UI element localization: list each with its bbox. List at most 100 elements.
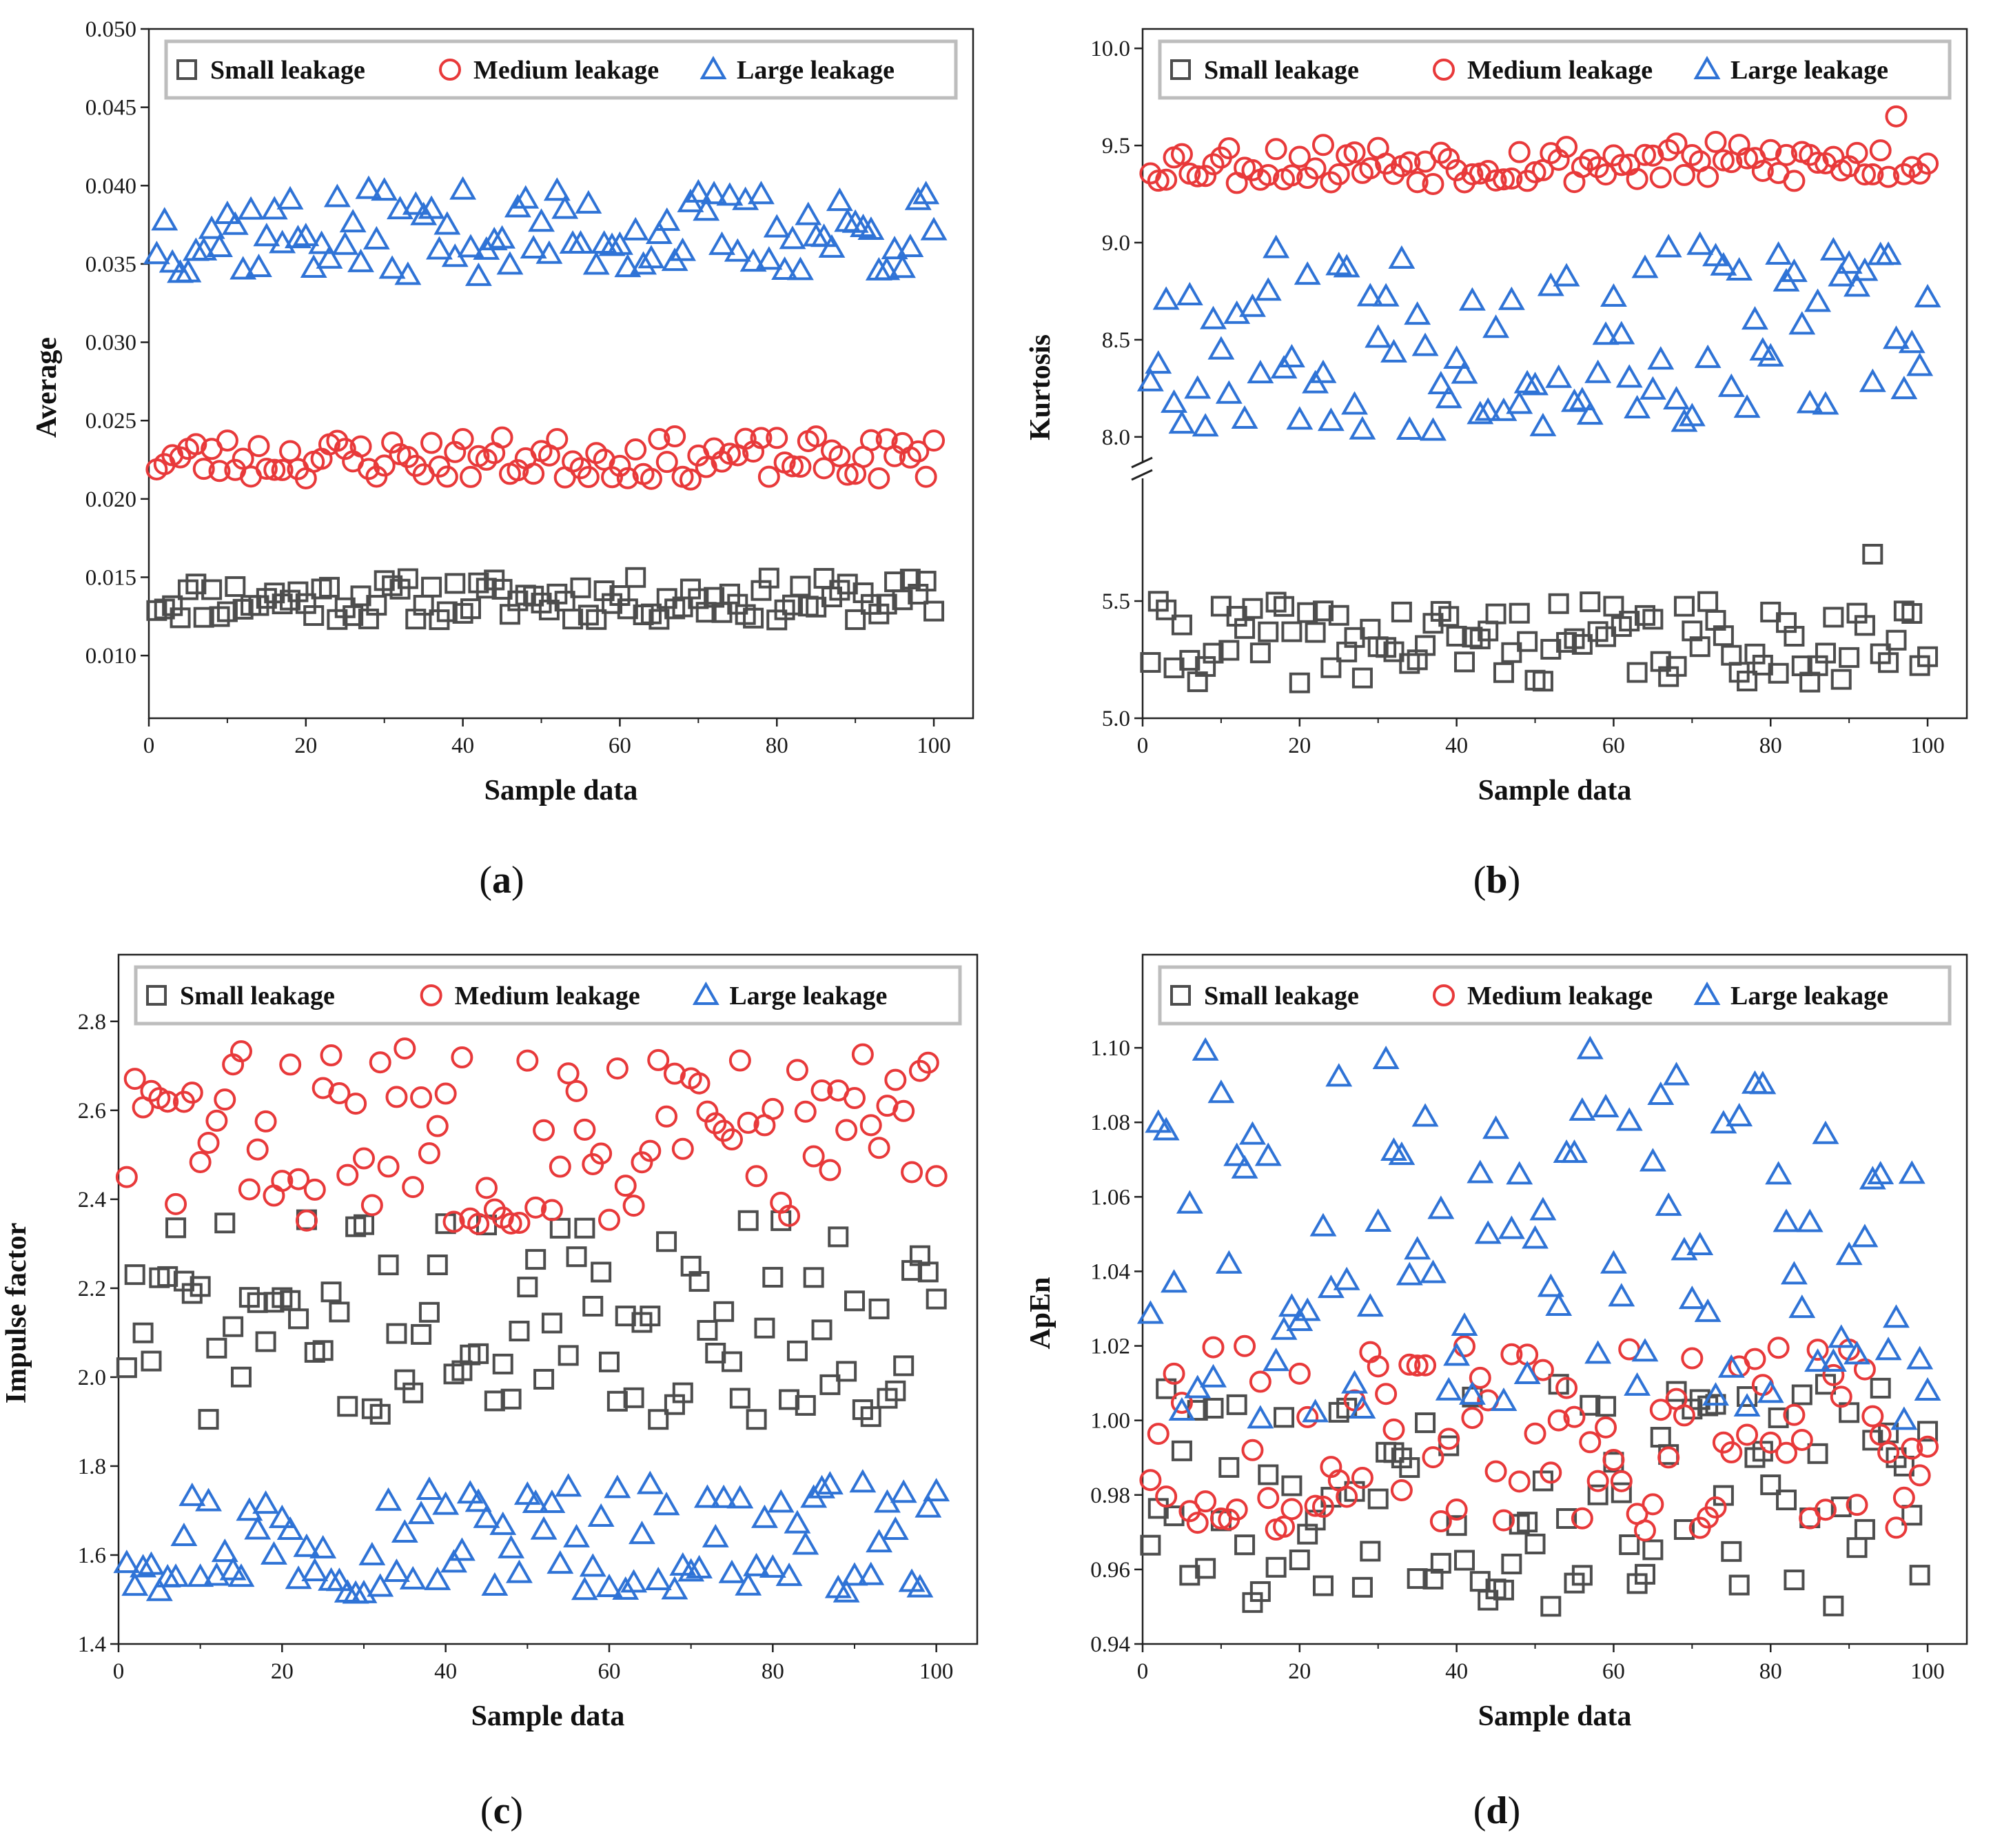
- data-point: [1155, 1485, 1178, 1508]
- data-point: [859, 1114, 882, 1137]
- data-point: [1422, 1446, 1444, 1469]
- data-point: [1234, 618, 1256, 639]
- data-point: [229, 256, 257, 280]
- data-point: [524, 1196, 547, 1219]
- data-point: [509, 1321, 530, 1342]
- data-point: [695, 456, 717, 478]
- data-point: [743, 607, 764, 629]
- data-point: [1411, 332, 1439, 356]
- data-point: [481, 1572, 509, 1596]
- data-point: [1200, 305, 1227, 329]
- data-point: [156, 1090, 179, 1113]
- series-square: [116, 1209, 947, 1430]
- data-point: [1812, 391, 1839, 415]
- data-point: [1317, 407, 1345, 431]
- data-point: [355, 175, 382, 199]
- data-point: [826, 187, 853, 212]
- data-point: [1751, 159, 1774, 182]
- data-point: [1420, 417, 1447, 441]
- data-point: [1186, 165, 1209, 187]
- data-point: [1156, 599, 1177, 620]
- data-point: [1917, 1421, 1939, 1442]
- data-point: [819, 1159, 841, 1181]
- data-point: [489, 1511, 517, 1535]
- data-point: [1281, 621, 1303, 642]
- data-point: [845, 609, 866, 630]
- data-point: [491, 426, 513, 449]
- data-point: [397, 568, 418, 589]
- data-point: [1576, 1035, 1604, 1059]
- data-point: [617, 598, 638, 620]
- data-point: [1548, 593, 1569, 614]
- data-point: [1649, 166, 1672, 189]
- data-point: [1639, 1148, 1666, 1172]
- data-point: [1780, 258, 1808, 283]
- data-point: [1317, 1275, 1345, 1299]
- data-point: [1482, 314, 1510, 338]
- data-point: [1399, 1457, 1420, 1479]
- data-point: [1288, 145, 1311, 168]
- data-point: [1783, 170, 1806, 192]
- data-point: [418, 1301, 440, 1323]
- data-point: [745, 1165, 768, 1188]
- data-point: [208, 460, 231, 483]
- data-point: [708, 231, 735, 255]
- data-point: [1576, 401, 1604, 425]
- data-point: [354, 1214, 374, 1235]
- data-point: [1325, 252, 1353, 276]
- data-point: [1274, 596, 1295, 617]
- data-point: [325, 1567, 353, 1592]
- data-point: [1579, 1431, 1602, 1454]
- data-point: [722, 1351, 742, 1372]
- data-point: [367, 1573, 394, 1597]
- data-point: [1830, 669, 1852, 690]
- series-square: [1140, 544, 1939, 693]
- data-point: [892, 589, 913, 611]
- y-tick-label: 2.8: [78, 1010, 106, 1035]
- data-point: [326, 429, 349, 452]
- data-point: [284, 225, 311, 249]
- data-point: [451, 428, 474, 451]
- data-point: [819, 1374, 841, 1395]
- data-point: [656, 1231, 677, 1252]
- data-point: [1633, 1519, 1656, 1542]
- data-point: [1513, 369, 1541, 394]
- data-point: [636, 1470, 664, 1494]
- data-point: [1147, 170, 1169, 192]
- data-point: [1365, 324, 1392, 348]
- data-point: [1737, 1386, 1758, 1408]
- data-point: [1258, 1464, 1279, 1485]
- data-point: [1161, 389, 1188, 413]
- data-point: [151, 207, 178, 231]
- data-point: [1671, 408, 1698, 432]
- data-point: [268, 1504, 296, 1528]
- data-point: [1263, 234, 1290, 258]
- data-point: [1247, 360, 1274, 384]
- data-point: [198, 215, 225, 239]
- data-point: [426, 236, 453, 260]
- data-point: [141, 1350, 162, 1372]
- data-point: [369, 1403, 391, 1425]
- data-point: [1571, 1565, 1593, 1586]
- x-axis-label: Sample data: [484, 775, 638, 806]
- y-tick-label: 5.0: [1102, 707, 1130, 731]
- legend-marker-triangle: [692, 981, 719, 1005]
- data-point: [1733, 394, 1761, 418]
- data-point: [1161, 1269, 1188, 1293]
- data-point: [375, 1487, 402, 1511]
- data-point: [312, 1340, 334, 1361]
- data-point: [1294, 1297, 1321, 1321]
- data-point: [1901, 602, 1923, 624]
- data-point: [1655, 1192, 1682, 1216]
- data-point: [1760, 1474, 1781, 1496]
- data-point: [1203, 1397, 1224, 1419]
- data-point: [205, 1109, 228, 1132]
- data-point: [661, 1576, 688, 1600]
- data-point: [810, 1079, 833, 1102]
- data-point: [885, 1380, 906, 1401]
- data-point: [1804, 1348, 1832, 1372]
- data-point: [1168, 410, 1196, 434]
- data-point: [1898, 1160, 1926, 1184]
- data-point: [378, 1255, 399, 1276]
- y-tick-label: 8.0: [1102, 425, 1130, 450]
